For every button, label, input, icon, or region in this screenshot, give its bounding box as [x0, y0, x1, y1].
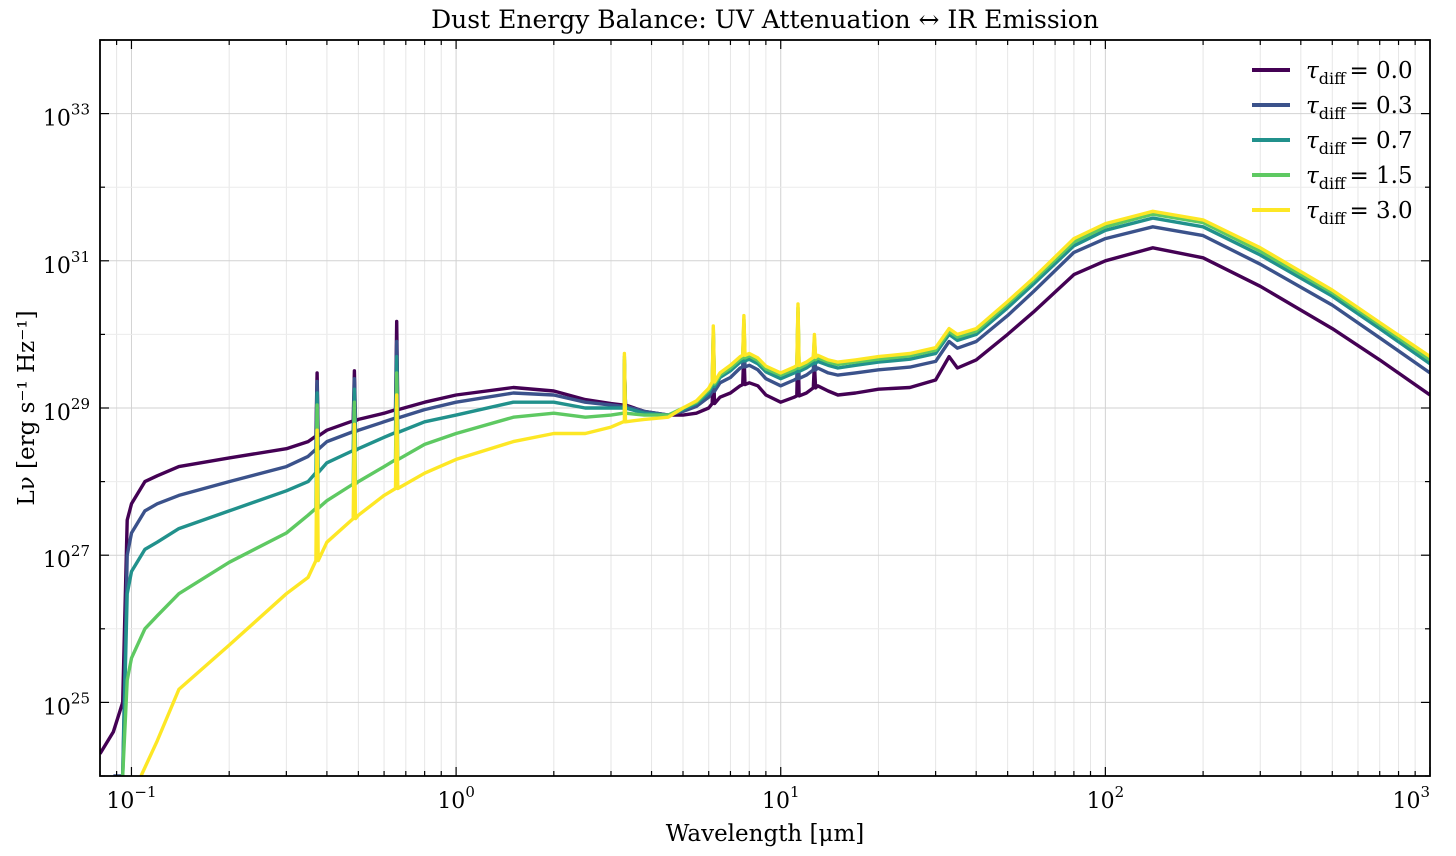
series-line-4 [139, 209, 1430, 776]
y-axis-label: Lν [erg s⁻¹ Hz⁻¹] [14, 310, 40, 505]
legend-label: τdiff = 3.0 [1306, 198, 1413, 228]
x-axis-label: Wavelength [μm] [666, 821, 865, 847]
y-tick-label: 1033 [43, 101, 90, 132]
x-tick-label: 103 [1392, 783, 1430, 814]
x-tick-label: 100 [437, 783, 475, 814]
legend: τdiff = 0.0 τdiff = 0.3 τdiff = 0.7 τdiff = 1.5… [1252, 58, 1413, 228]
axis-ticks: 10−1 100 101 102 103 1025 1027 1029 1031 1033 [43, 39, 1431, 814]
y-tick-label: 1027 [43, 542, 90, 573]
legend-label: τdiff = 0.0 [1306, 58, 1413, 88]
series-lines [100, 209, 1430, 776]
x-tick-label: 101 [762, 783, 800, 814]
x-tick-label: 10−1 [106, 783, 156, 814]
legend-label: τdiff = 0.7 [1306, 128, 1413, 158]
y-tick-label: 1025 [43, 689, 90, 720]
series-line-2 [121, 216, 1430, 776]
x-tick-label: 102 [1087, 783, 1125, 814]
legend-label: τdiff = 0.3 [1306, 93, 1413, 123]
chart-title: Dust Energy Balance: UV Attenuation ↔ IR… [431, 5, 1099, 34]
y-tick-label: 1029 [43, 395, 90, 426]
y-tick-label: 1031 [43, 248, 90, 279]
legend-label: τdiff = 1.5 [1306, 163, 1413, 193]
